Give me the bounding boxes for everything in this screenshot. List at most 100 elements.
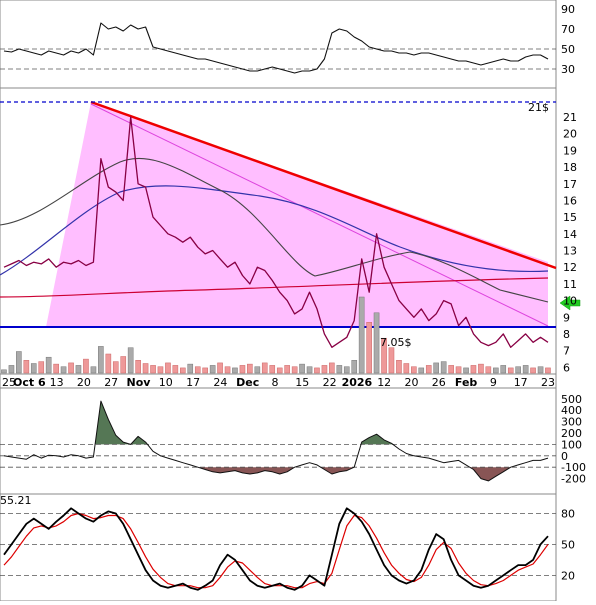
volume-bar xyxy=(135,360,141,374)
stochastic-tick-label: 20 xyxy=(561,569,575,582)
volume-bar xyxy=(500,365,507,374)
stochastic-tick-label: 80 xyxy=(561,508,575,521)
x-tick-label: 17 xyxy=(514,376,528,389)
ma-fast-line xyxy=(0,157,549,303)
rsi-tick-label: 50 xyxy=(561,43,575,56)
volume-bar xyxy=(321,365,328,374)
volume-bar xyxy=(45,356,52,374)
cci-panel-frame xyxy=(0,387,557,495)
volume-bar xyxy=(411,366,417,374)
volume-bar xyxy=(165,362,171,374)
x-tick-label: 23 xyxy=(541,376,555,389)
volume-bar xyxy=(530,367,536,374)
volume-bar xyxy=(314,367,320,374)
price-line xyxy=(3,116,549,348)
price-tick-label: 11 xyxy=(563,278,577,291)
stochastic-slow-line xyxy=(3,512,549,589)
price-tick-label: 12 xyxy=(563,261,577,274)
volume-bar xyxy=(470,365,477,374)
x-tick-label: 8 xyxy=(272,376,279,389)
volume-bar xyxy=(329,362,335,374)
volume-bar xyxy=(306,366,313,374)
cci-tick-label: 100 xyxy=(561,438,582,451)
volume-bar xyxy=(396,360,402,374)
ma-slow-line xyxy=(0,277,549,298)
volume-bar xyxy=(351,360,358,374)
price-tick-label: 20 xyxy=(563,128,577,141)
rsi-tick-label: 90 xyxy=(561,3,575,16)
volume-bar xyxy=(291,366,298,374)
price-tick-label: 6 xyxy=(563,361,570,374)
volume-bar xyxy=(23,360,30,374)
volume-bar xyxy=(8,365,15,374)
x-tick-label: Nov xyxy=(127,376,152,389)
x-tick-label: Dec xyxy=(236,376,259,389)
volume-bar xyxy=(68,362,74,374)
volume-bar xyxy=(545,367,551,374)
price-tick-label: 8 xyxy=(563,328,570,341)
volume-bar xyxy=(515,366,521,374)
volume-bar xyxy=(276,367,283,374)
volume-bar xyxy=(232,367,238,374)
volume-bar xyxy=(507,367,514,374)
volume-bar xyxy=(299,363,305,374)
price-tick-label: 21 xyxy=(563,111,577,124)
cci-tick-label: 200 xyxy=(561,427,582,440)
volume-bar xyxy=(1,369,7,374)
x-tick-label: 10 xyxy=(159,376,173,389)
volume-bar xyxy=(202,367,208,374)
volume-bar xyxy=(217,362,223,374)
x-tick-label: 15 xyxy=(295,376,309,389)
cci-tick-label: 400 xyxy=(561,404,582,417)
volume-bar xyxy=(284,365,290,374)
volume-bar xyxy=(180,367,186,374)
volume-bar xyxy=(16,351,22,374)
x-tick-label: 12 xyxy=(377,376,391,389)
price-tick-label: 10 xyxy=(563,295,577,308)
x-tick-label: 22 xyxy=(323,376,337,389)
volume-bar xyxy=(224,366,231,374)
current-price-arrow xyxy=(559,295,581,311)
volume-bar xyxy=(150,365,156,374)
price-tick-label: 14 xyxy=(563,228,577,241)
volume-bar xyxy=(98,346,104,374)
volume-bar xyxy=(83,358,89,374)
volume-bar xyxy=(343,366,350,374)
volume-bar xyxy=(493,367,499,374)
support-label: 7.05$ xyxy=(380,336,412,349)
volume-bar xyxy=(336,365,343,374)
volume-bar xyxy=(38,361,45,374)
x-tick-label: 2026 xyxy=(342,376,373,389)
x-tick-label: 26 xyxy=(432,376,446,389)
price-tick-label: 16 xyxy=(563,195,577,208)
x-tick-label: 13 xyxy=(50,376,64,389)
stochastic-value-label: 55.21 xyxy=(0,494,32,507)
volume-bar xyxy=(418,367,425,374)
rsi-tick-label: 30 xyxy=(561,63,575,76)
price-tick-label: 17 xyxy=(563,178,577,191)
stochastic-fast-line xyxy=(3,507,549,591)
volume-bar xyxy=(172,365,179,374)
volume-bar xyxy=(105,353,112,374)
resistance-label: 21$ xyxy=(528,101,549,114)
volume-bar xyxy=(425,365,432,374)
volume-bar xyxy=(112,361,119,374)
volume-bar xyxy=(90,366,97,374)
x-tick-label: 24 xyxy=(213,376,227,389)
cci-line xyxy=(3,400,549,482)
cci-negative-area xyxy=(197,467,511,481)
x-tick-label: 9 xyxy=(490,376,497,389)
volume-bar xyxy=(463,367,469,374)
volume-bar xyxy=(455,366,462,374)
volume-bar xyxy=(209,365,216,374)
x-tick-label: 20 xyxy=(77,376,91,389)
volume-bar xyxy=(485,366,492,374)
volume-bar xyxy=(75,365,82,374)
x-tick-label: Oct 6 xyxy=(13,376,46,389)
volume-bar xyxy=(120,356,127,374)
volume-bar xyxy=(53,363,59,374)
volume-bar xyxy=(403,363,410,374)
x-tick-label: 27 xyxy=(104,376,118,389)
volume-bar xyxy=(194,366,201,374)
